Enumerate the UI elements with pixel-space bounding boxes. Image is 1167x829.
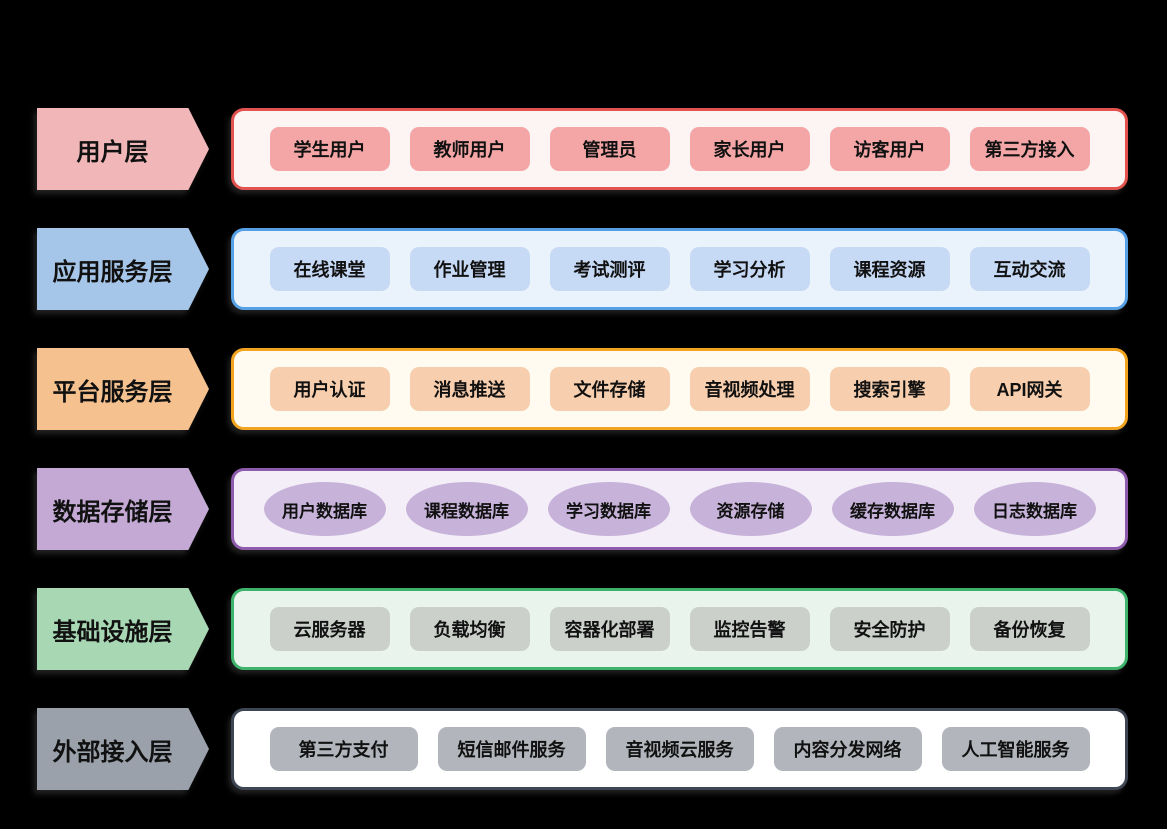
layer-panel: 用户认证 消息推送 文件存储 音视频处理 搜索引擎 API网关 bbox=[231, 348, 1128, 430]
layer-item: 短信邮件服务 bbox=[437, 727, 586, 771]
layer-item: 用户数据库 bbox=[263, 482, 386, 536]
layer-item: 安全防护 bbox=[829, 607, 950, 651]
layer-item-list: 用户数据库 课程数据库 学习数据库 资源存储 缓存数据库 日志数据库 bbox=[234, 482, 1125, 536]
layer-arrow: 平台服务层 bbox=[37, 348, 209, 430]
layer-arrow: 基础设施层 bbox=[37, 588, 209, 670]
layer-row-platform-service: 平台服务层 用户认证 消息推送 文件存储 音视频处理 搜索引擎 API网关 bbox=[0, 348, 1167, 430]
layer-item-list: 在线课堂 作业管理 考试测评 学习分析 课程资源 互动交流 bbox=[234, 247, 1125, 291]
layer-row-external-access: 外部接入层 第三方支付 短信邮件服务 音视频云服务 内容分发网络 人工智能服务 bbox=[0, 708, 1167, 790]
layer-item: 学习数据库 bbox=[547, 482, 670, 536]
layer-label: 基础设施层 bbox=[52, 618, 173, 646]
layer-arrow: 用户层 bbox=[37, 108, 209, 190]
layer-item: 负载均衡 bbox=[409, 607, 530, 651]
layer-arrow: 数据存储层 bbox=[37, 468, 209, 550]
layer-item: 音视频云服务 bbox=[605, 727, 754, 771]
layer-row-infrastructure: 基础设施层 云服务器 负载均衡 容器化部署 监控告警 安全防护 备份恢复 bbox=[0, 588, 1167, 670]
layer-item: 搜索引擎 bbox=[829, 367, 950, 411]
layer-label: 数据存储层 bbox=[52, 498, 173, 526]
layer-item: 第三方支付 bbox=[269, 727, 418, 771]
layer-item: 用户认证 bbox=[269, 367, 390, 411]
layer-panel: 用户数据库 课程数据库 学习数据库 资源存储 缓存数据库 日志数据库 bbox=[231, 468, 1128, 550]
layer-item: 人工智能服务 bbox=[941, 727, 1090, 771]
layer-item: 备份恢复 bbox=[969, 607, 1090, 651]
layer-label: 应用服务层 bbox=[52, 258, 173, 286]
layer-panel: 第三方支付 短信邮件服务 音视频云服务 内容分发网络 人工智能服务 bbox=[231, 708, 1128, 790]
layer-item-list: 用户认证 消息推送 文件存储 音视频处理 搜索引擎 API网关 bbox=[234, 367, 1125, 411]
layer-panel: 在线课堂 作业管理 考试测评 学习分析 课程资源 互动交流 bbox=[231, 228, 1128, 310]
layer-item: 学习分析 bbox=[689, 247, 810, 291]
layer-arrow: 外部接入层 bbox=[37, 708, 209, 790]
layer-item: API网关 bbox=[969, 367, 1090, 411]
layer-item: 文件存储 bbox=[549, 367, 670, 411]
layer-row-data-storage: 数据存储层 用户数据库 课程数据库 学习数据库 资源存储 缓存数据库 日志数据库 bbox=[0, 468, 1167, 550]
layer-panel: 云服务器 负载均衡 容器化部署 监控告警 安全防护 备份恢复 bbox=[231, 588, 1128, 670]
layer-item: 云服务器 bbox=[269, 607, 390, 651]
layer-item: 音视频处理 bbox=[689, 367, 810, 411]
layer-panel: 学生用户 教师用户 管理员 家长用户 访客用户 第三方接入 bbox=[231, 108, 1128, 190]
layer-label: 平台服务层 bbox=[52, 378, 173, 406]
layer-item: 第三方接入 bbox=[969, 127, 1090, 171]
layer-item: 互动交流 bbox=[969, 247, 1090, 291]
layer-item: 消息推送 bbox=[409, 367, 530, 411]
layer-item: 教师用户 bbox=[409, 127, 530, 171]
layer-item: 家长用户 bbox=[689, 127, 810, 171]
layer-row-application-service: 应用服务层 在线课堂 作业管理 考试测评 学习分析 课程资源 互动交流 bbox=[0, 228, 1167, 310]
layer-item: 在线课堂 bbox=[269, 247, 390, 291]
layer-item: 内容分发网络 bbox=[773, 727, 922, 771]
layer-item: 缓存数据库 bbox=[831, 482, 954, 536]
layer-item: 容器化部署 bbox=[549, 607, 670, 651]
layer-item: 课程数据库 bbox=[405, 482, 528, 536]
layer-item: 访客用户 bbox=[829, 127, 950, 171]
layer-item: 课程资源 bbox=[829, 247, 950, 291]
layer-item: 资源存储 bbox=[689, 482, 812, 536]
layer-item-list: 云服务器 负载均衡 容器化部署 监控告警 安全防护 备份恢复 bbox=[234, 607, 1125, 651]
layer-item: 作业管理 bbox=[409, 247, 530, 291]
layer-item-list: 第三方支付 短信邮件服务 音视频云服务 内容分发网络 人工智能服务 bbox=[234, 727, 1125, 771]
layer-item: 管理员 bbox=[549, 127, 670, 171]
layer-arrow: 应用服务层 bbox=[37, 228, 209, 310]
layer-item: 学生用户 bbox=[269, 127, 390, 171]
layer-item: 考试测评 bbox=[549, 247, 670, 291]
layer-row-user: 用户层 学生用户 教师用户 管理员 家长用户 访客用户 第三方接入 bbox=[0, 108, 1167, 190]
layer-item-list: 学生用户 教师用户 管理员 家长用户 访客用户 第三方接入 bbox=[234, 127, 1125, 171]
layer-label: 用户层 bbox=[76, 138, 149, 166]
layer-item: 监控告警 bbox=[689, 607, 810, 651]
layer-item: 日志数据库 bbox=[973, 482, 1096, 536]
layer-label: 外部接入层 bbox=[52, 738, 173, 766]
